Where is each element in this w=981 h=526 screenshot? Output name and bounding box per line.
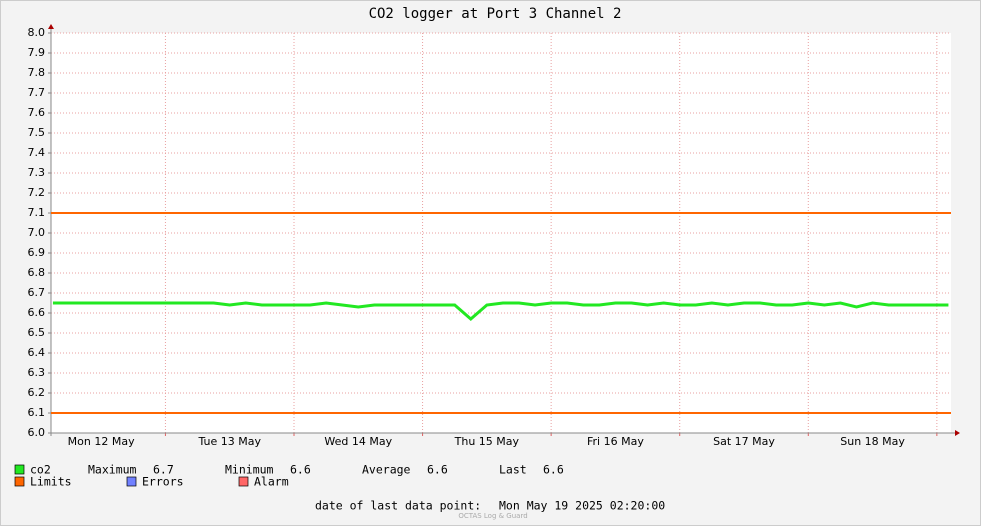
y-tick-label: 7.2	[28, 186, 46, 199]
y-tick-label: 7.5	[28, 126, 46, 139]
y-tick-label: 8.0	[28, 26, 46, 39]
x-tick-label: Mon 12 May	[68, 435, 135, 448]
x-tick-label: Sun 18 May	[840, 435, 905, 448]
y-tick-label: 7.9	[28, 46, 46, 59]
y-tick-label: 6.8	[28, 266, 46, 279]
y-tick-label: 7.7	[28, 86, 46, 99]
x-tick-label: Tue 13 May	[197, 435, 261, 448]
axis-arrow	[955, 430, 960, 436]
legend-label: Alarm	[254, 475, 289, 489]
y-tick-label: 7.1	[28, 206, 46, 219]
stat-value: 6.6	[427, 463, 448, 477]
legend-label: Errors	[142, 475, 184, 489]
y-tick-label: 6.5	[28, 326, 46, 339]
y-tick-label: 6.0	[28, 426, 46, 439]
footer-label: date of last data point:	[315, 499, 481, 513]
x-tick-label: Sat 17 May	[713, 435, 775, 448]
y-tick-label: 6.9	[28, 246, 46, 259]
x-tick-label: Thu 15 May	[454, 435, 520, 448]
legend-label: co2	[30, 463, 51, 477]
stat-label: Last	[499, 463, 527, 477]
stat-value: 6.7	[153, 463, 174, 477]
y-tick-label: 6.3	[28, 366, 46, 379]
legend-swatch	[14, 464, 25, 475]
stat-label: Average	[362, 463, 411, 477]
series-line	[52, 301, 949, 321]
stat-value: 6.6	[290, 463, 311, 477]
y-tick-label: 6.1	[28, 406, 46, 419]
legend-swatch	[238, 476, 249, 487]
footer-value: Mon May 19 2025 02:20:00	[499, 499, 665, 513]
y-tick-label: 6.6	[28, 306, 46, 319]
stat-label: Minimum	[225, 463, 274, 477]
y-tick-label: 7.0	[28, 226, 46, 239]
x-tick-label: Wed 14 May	[324, 435, 392, 448]
legend-label: Limits	[30, 475, 72, 489]
chart-title: CO2 logger at Port 3 Channel 2	[369, 6, 622, 22]
stat-value: 6.6	[543, 463, 564, 477]
y-tick-label: 7.4	[28, 146, 46, 159]
stat-label: Maximum	[88, 463, 137, 477]
y-tick-label: 7.8	[28, 66, 46, 79]
y-tick-label: 6.7	[28, 286, 46, 299]
x-tick-label: Fri 16 May	[587, 435, 644, 448]
y-tick-label: 7.6	[28, 106, 46, 119]
watermark: OCTAS Log & Guard	[458, 512, 527, 520]
legend-swatch	[126, 476, 137, 487]
y-tick-label: 7.3	[28, 166, 46, 179]
y-tick-label: 6.4	[28, 346, 46, 359]
axis-arrow	[48, 24, 54, 29]
legend-swatch	[14, 476, 25, 487]
y-tick-label: 6.2	[28, 386, 46, 399]
